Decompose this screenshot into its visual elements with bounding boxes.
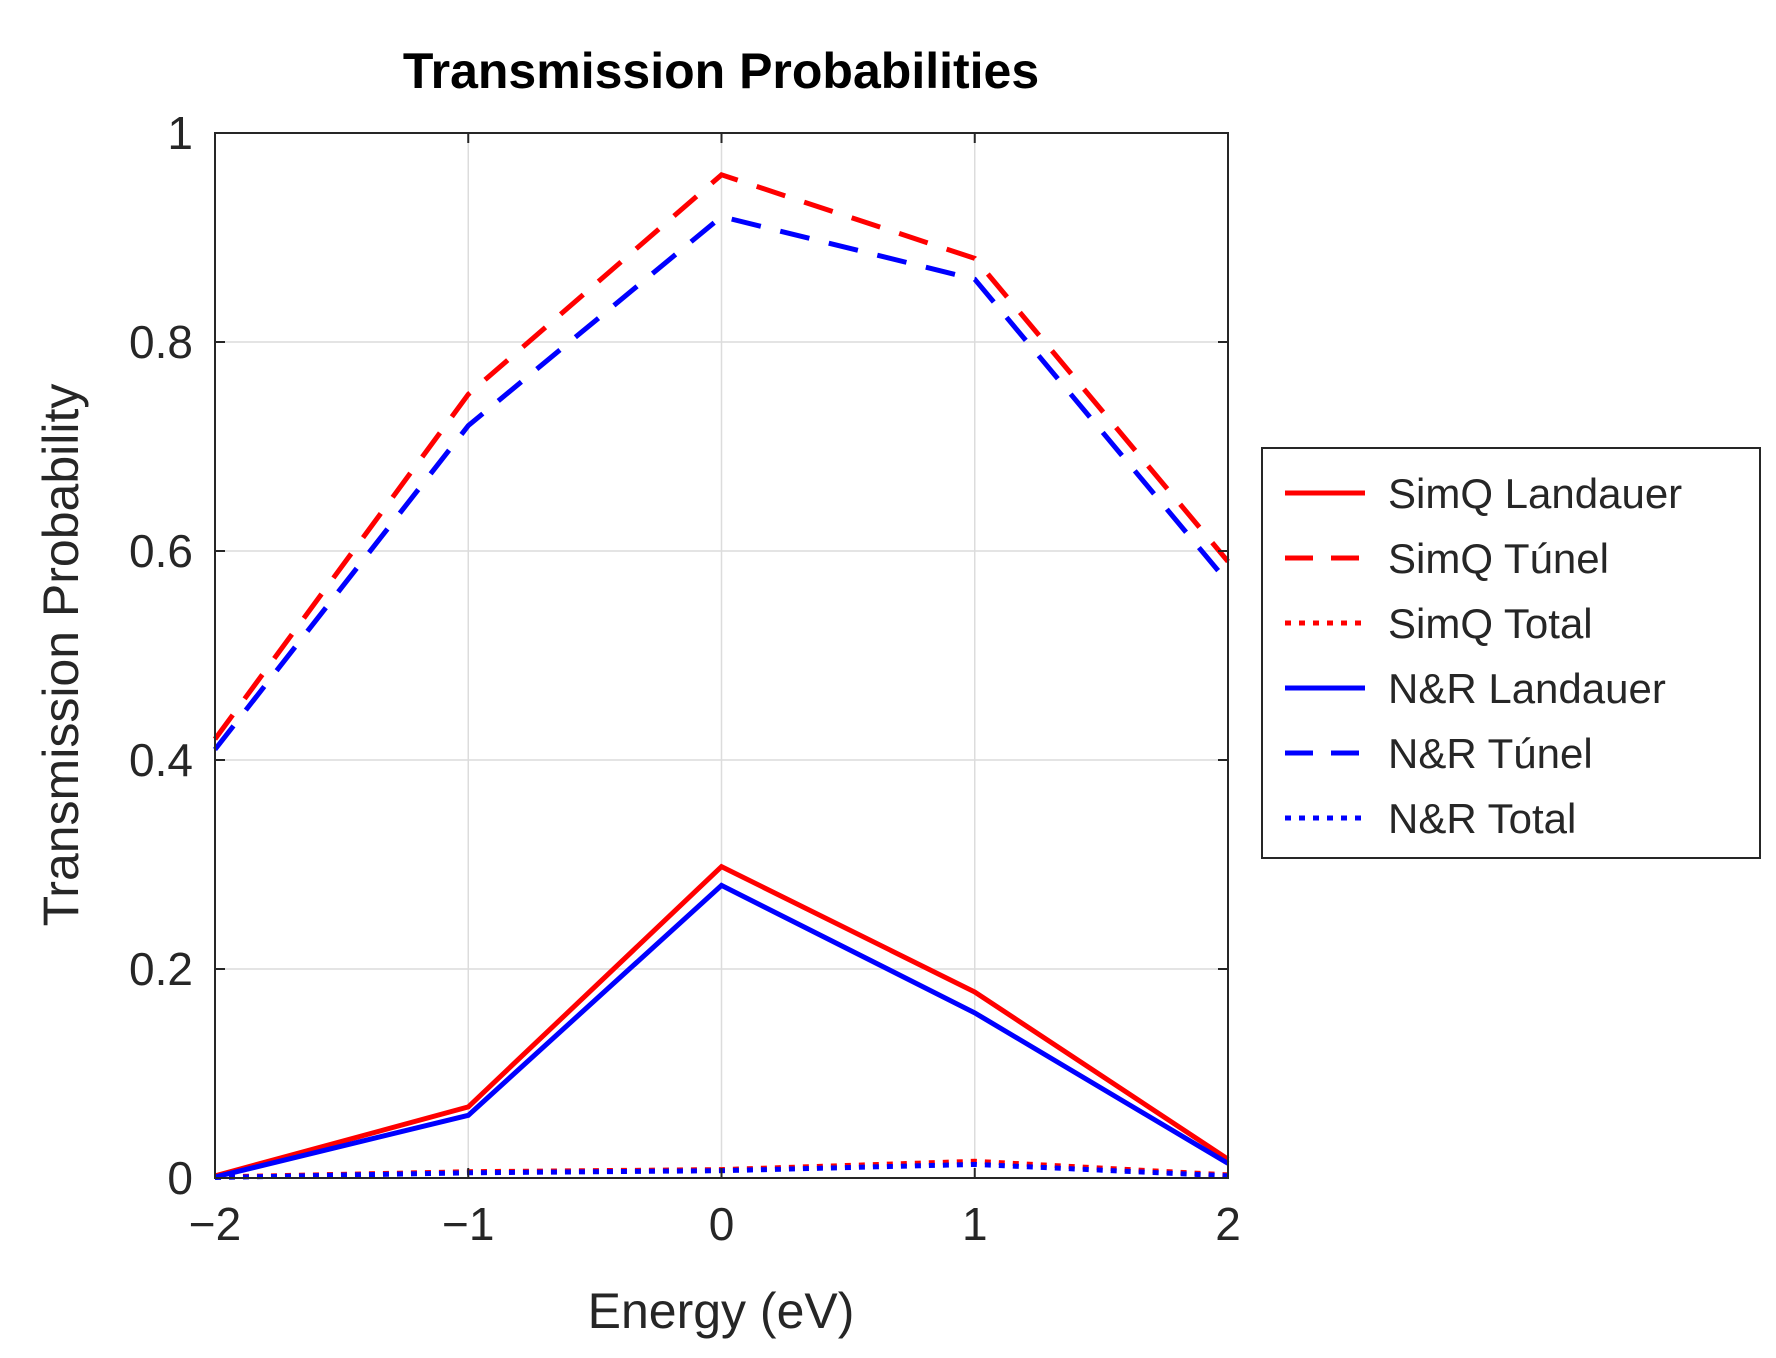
legend-label-n-r-tunel: N&R Túnel xyxy=(1388,730,1593,777)
legend-box xyxy=(1261,447,1761,859)
legend-label-simq-total: SimQ Total xyxy=(1388,600,1593,647)
y-tick-label: 0.6 xyxy=(129,525,193,577)
chart-title: Transmission Probabilities xyxy=(403,43,1039,99)
y-tick-label: 0.4 xyxy=(129,734,193,786)
legend-label-n-r-total: N&R Total xyxy=(1388,795,1576,842)
grid xyxy=(215,133,1228,1178)
legend-label-simq-tunel: SimQ Túnel xyxy=(1388,535,1609,582)
series-line-simq-landauer xyxy=(214,863,1230,1179)
legend-label-n-r-landauer: N&R Landauer xyxy=(1388,665,1666,712)
x-tick-label: 0 xyxy=(709,1198,735,1250)
legend-label-simq-landauer: SimQ Landauer xyxy=(1388,470,1682,517)
y-tick-label: 1 xyxy=(167,107,193,159)
series-line-simq-tunel xyxy=(212,171,1230,741)
legend: SimQ Landauer SimQ Túnel SimQ Total N&R Lan… xyxy=(1261,447,1761,859)
series-line-n-r-landauer xyxy=(214,882,1230,1180)
y-tick-label: 0 xyxy=(167,1152,193,1204)
y-axis-label: Transmission Probability xyxy=(33,384,89,927)
x-tick-label: −2 xyxy=(189,1198,241,1250)
y-tick-label: 0.8 xyxy=(129,316,193,368)
series-line-n-r-tunel xyxy=(213,213,1230,752)
series xyxy=(212,171,1230,1180)
x-tick-label: 2 xyxy=(1215,1198,1241,1250)
x-tick-label: −1 xyxy=(442,1198,494,1250)
ticks: −2 −1 0 1 2 0 0.2 0.4 0.6 0.8 1 xyxy=(129,107,1241,1250)
y-tick-label: 0.2 xyxy=(129,943,193,995)
x-axis-label: Energy (eV) xyxy=(588,1283,855,1339)
x-tick-label: 1 xyxy=(962,1198,988,1250)
